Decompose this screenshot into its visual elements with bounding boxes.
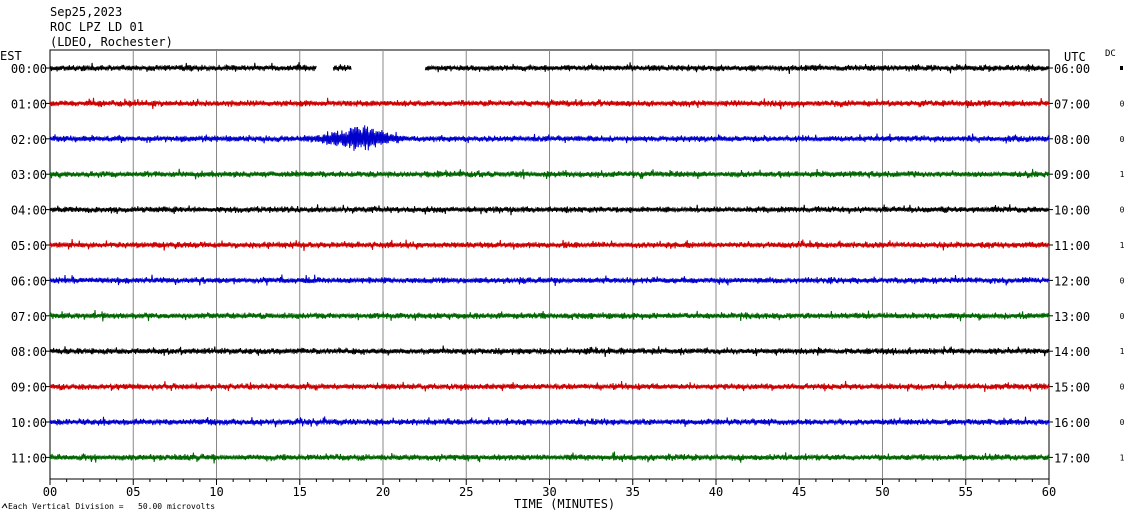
- utc-label-15:00: 15:00: [1054, 381, 1090, 395]
- est-label-00:00: 00:00: [11, 62, 47, 76]
- est-label-03:00: 03:00: [11, 168, 47, 182]
- x-axis-label: TIME (MINUTES): [514, 497, 616, 511]
- x-tick-label-50: 50: [875, 485, 889, 499]
- est-label-05:00: 05:00: [11, 239, 47, 253]
- x-tick-label-55: 55: [959, 485, 973, 499]
- utc-label-10:00: 10:00: [1054, 204, 1090, 218]
- trace-11:00: [49, 451, 1050, 464]
- dc-value: 0: [1120, 135, 1125, 144]
- dc-value: 1: [1120, 170, 1125, 179]
- station-code: ROC LPZ LD 01: [50, 20, 144, 34]
- utc-label-17:00: 17:00: [1054, 451, 1090, 465]
- utc-label-16:00: 16:00: [1054, 416, 1090, 430]
- utc-label-14:00: 14:00: [1054, 345, 1090, 359]
- utc-label-08:00: 08:00: [1054, 133, 1090, 147]
- x-tick-label-15: 15: [293, 485, 307, 499]
- trace-05:00: [49, 239, 1050, 251]
- trace-10:00: [49, 416, 1050, 428]
- x-tick-label-30: 30: [542, 485, 556, 499]
- utc-label-12:00: 12:00: [1054, 274, 1090, 288]
- utc-label-07:00: 07:00: [1054, 97, 1090, 111]
- utc-label-11:00: 11:00: [1054, 239, 1090, 253]
- trace-03:00: [49, 168, 1050, 180]
- utc-label-13:00: 13:00: [1054, 310, 1090, 324]
- scale-note: Each Vertical Division = 50.00 microvolt…: [8, 502, 216, 511]
- x-tick-label-20: 20: [376, 485, 390, 499]
- network-name: (LDEO, Rochester): [50, 35, 173, 49]
- dc-value: 1: [1120, 453, 1125, 462]
- chart-date: Sep25,2023: [50, 5, 123, 19]
- x-tick-label-00: 00: [43, 485, 57, 499]
- x-tick-label-40: 40: [709, 485, 723, 499]
- est-label-10:00: 10:00: [11, 416, 47, 430]
- est-label-01:00: 01:00: [11, 97, 47, 111]
- dc-value: 0: [1120, 99, 1125, 108]
- trace-02:00: [49, 125, 1050, 151]
- utc-axis-title: UTC: [1064, 50, 1086, 64]
- dc-value: 0: [1120, 312, 1125, 321]
- x-tick-label-45: 45: [792, 485, 806, 499]
- est-label-09:00: 09:00: [11, 381, 47, 395]
- est-label-11:00: 11:00: [11, 451, 47, 465]
- dc-value: 0: [1120, 418, 1125, 427]
- dc-value: 0: [1120, 206, 1125, 215]
- x-tick-label-35: 35: [626, 485, 640, 499]
- est-label-08:00: 08:00: [11, 345, 47, 359]
- trace-04:00: [49, 204, 1050, 216]
- trace-06:00: [49, 274, 1050, 286]
- dc-indicator: [1120, 66, 1123, 70]
- dc-value: 0: [1120, 383, 1125, 392]
- trace-08:00: [49, 345, 1050, 357]
- dc-value: 0: [1120, 276, 1125, 285]
- trace-00:00: [49, 62, 1050, 75]
- x-tick-label-10: 10: [209, 485, 223, 499]
- utc-label-09:00: 09:00: [1054, 168, 1090, 182]
- est-axis-title: EST: [0, 49, 22, 63]
- x-tick-label-60: 60: [1042, 485, 1056, 499]
- dc-column-title: DC: [1105, 49, 1116, 59]
- x-tick-label-05: 05: [126, 485, 140, 499]
- est-label-06:00: 06:00: [11, 274, 47, 288]
- trace-09:00: [49, 380, 1050, 393]
- scale-glyph-icon: [1, 503, 8, 509]
- x-tick-label-25: 25: [459, 485, 473, 499]
- est-label-04:00: 04:00: [11, 204, 47, 218]
- dc-value: 1: [1120, 347, 1125, 356]
- trace-07:00: [49, 310, 1050, 322]
- dc-value: 1: [1120, 241, 1125, 250]
- est-label-07:00: 07:00: [11, 310, 47, 324]
- est-label-02:00: 02:00: [11, 133, 47, 147]
- trace-01:00: [49, 97, 1050, 110]
- utc-label-06:00: 06:00: [1054, 62, 1090, 76]
